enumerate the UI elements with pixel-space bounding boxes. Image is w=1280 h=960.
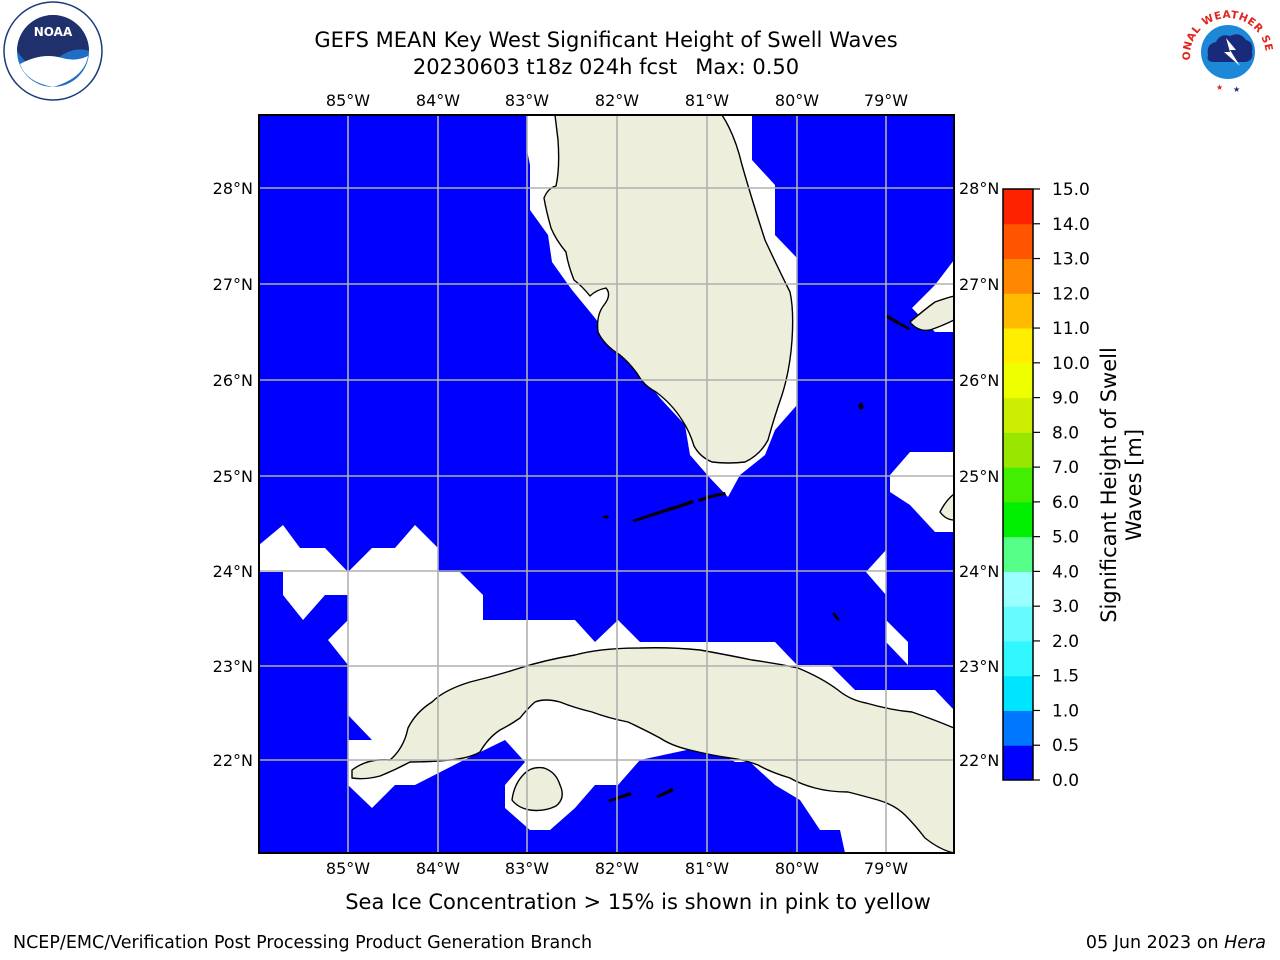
lat-label: 28°N [213, 179, 253, 198]
colorbar-tick-label: 8.0 [1052, 423, 1079, 443]
colorbar-segment [1003, 467, 1033, 503]
footer-credit: NCEP/EMC/Verification Post Processing Pr… [13, 933, 593, 953]
land-areas [351, 115, 954, 853]
chart-subtitle: 20230603 t18z 024h fcst Max: 0.50 [256, 54, 956, 80]
colorbar-tick-label: 9.0 [1052, 389, 1079, 409]
footer-date-text: 05 Jun 2023 on [1085, 933, 1219, 953]
lon-label: 85°W [326, 859, 370, 878]
nws-logo: NATIONAL WEATHER SERVICE ★ ★ [1176, 0, 1274, 96]
colorbar-segment [1003, 501, 1033, 538]
colorbar-tick-label: 0.0 [1052, 771, 1079, 790]
forecast-info: 20230603 t18z 024h fcst [412, 55, 678, 79]
colorbar-segment [1003, 745, 1033, 781]
lon-label: 82°W [595, 859, 639, 878]
colorbar-tick-label: 13.0 [1052, 250, 1090, 270]
noaa-logo-text: NOAA [34, 25, 73, 39]
colorbar-ticks: 0.0 0.5 1.0 1.5 2.0 3.0 4.0 5.0 6.0 7.0 8.0 9.0 10.0… [1033, 180, 1090, 790]
lon-label: 81°W [685, 91, 729, 110]
colorbar-tick-label: 12.0 [1052, 284, 1090, 304]
colorbar-tick-label: 6.0 [1052, 493, 1079, 513]
max-value: Max: 0.50 [695, 55, 800, 79]
lat-label: 22°N [959, 751, 999, 770]
colorbar-tick-label: 7.0 [1052, 458, 1079, 478]
map-border [258, 114, 955, 854]
svg-text:★: ★ [1216, 83, 1223, 92]
colorbar-tick-label: 2.0 [1052, 632, 1079, 652]
colorbar-segment [1003, 675, 1033, 711]
colorbar-tick-label: 1.0 [1052, 701, 1079, 721]
colorbar-tick-label: 5.0 [1052, 528, 1079, 548]
lon-labels-top: 85°W 84°W 83°W 82°W 81°W 80°W 79°W [326, 91, 908, 110]
lat-label: 26°N [959, 371, 999, 390]
lat-label: 28°N [959, 179, 999, 198]
footer-date: 05 Jun 2023 on Hera [1086, 933, 1266, 953]
colorbar-segment [1003, 328, 1033, 364]
colorbar-segment [1003, 397, 1033, 433]
colorbar-border [1002, 188, 1034, 781]
colorbar-tick-label: 15.0 [1052, 180, 1090, 200]
lon-label: 82°W [595, 91, 639, 110]
lon-label: 84°W [416, 91, 460, 110]
lon-label: 83°W [505, 859, 549, 878]
colorbar-segment [1003, 571, 1033, 607]
lat-label: 23°N [213, 657, 253, 676]
colorbar-tick-label: 0.5 [1052, 736, 1079, 756]
lat-label: 27°N [959, 275, 999, 294]
colorbar-segment [1003, 189, 1033, 225]
lon-label: 84°W [416, 859, 460, 878]
lon-labels-bottom: 85°W 84°W 83°W 82°W 81°W 80°W 79°W [326, 859, 908, 878]
sea-ice-footnote: Sea Ice Concentration > 15% is shown in … [345, 890, 931, 914]
lat-label: 24°N [213, 562, 253, 581]
lat-label: 27°N [213, 275, 253, 294]
lat-label: 23°N [959, 657, 999, 676]
colorbar-segment [1003, 640, 1033, 677]
lat-label: 25°N [959, 467, 999, 486]
lat-labels-right: 28°N 27°N 26°N 25°N 24°N 23°N 22°N [959, 179, 999, 770]
lat-label: 24°N [959, 562, 999, 581]
colorbar-tick-label: 10.0 [1052, 354, 1090, 374]
keys [603, 314, 910, 802]
lon-label: 80°W [775, 859, 819, 878]
colorbar-tick-label: 3.0 [1052, 597, 1079, 617]
lon-label: 79°W [864, 859, 908, 878]
colorbar-segment [1003, 710, 1033, 746]
lat-label: 26°N [213, 371, 253, 390]
lon-label: 79°W [864, 91, 908, 110]
lon-label: 85°W [326, 91, 370, 110]
colorbar: 0.0 0.5 1.0 1.5 2.0 3.0 4.0 5.0 6.0 7.0 8.0 9.0 10.0… [1002, 180, 1146, 790]
colorbar-tick-label: 1.5 [1052, 667, 1079, 687]
chart-title: GEFS MEAN Key West Significant Height of… [314, 28, 898, 52]
colorbar-segment [1003, 432, 1033, 468]
colorbar-segment [1003, 223, 1033, 260]
footer-host: Hera [1224, 933, 1266, 953]
lon-label: 83°W [505, 91, 549, 110]
colorbar-segment [1003, 606, 1033, 642]
map-area [259, 115, 954, 853]
colorbar-segment [1003, 362, 1033, 399]
gridlines [259, 115, 954, 853]
colorbar-label: Significant Height of SwellWaves [m] [1097, 347, 1146, 623]
lat-label: 25°N [213, 467, 253, 486]
colorbar-tick-label: 11.0 [1052, 319, 1090, 339]
lat-label: 22°N [213, 751, 253, 770]
lon-label: 81°W [685, 859, 729, 878]
svg-text:★: ★ [1233, 85, 1240, 94]
colorbar-tick-label: 14.0 [1052, 215, 1090, 235]
colorbar-tick-label: 4.0 [1052, 562, 1079, 582]
colorbar-segment [1003, 293, 1033, 329]
lon-label: 80°W [775, 91, 819, 110]
colorbar-segment [1003, 258, 1033, 294]
noaa-logo: NOAA [3, 1, 103, 101]
colorbar-segment [1003, 536, 1033, 572]
colorbar-segments [1003, 189, 1033, 781]
lat-labels-left: 28°N 27°N 26°N 25°N 24°N 23°N 22°N [213, 179, 253, 770]
